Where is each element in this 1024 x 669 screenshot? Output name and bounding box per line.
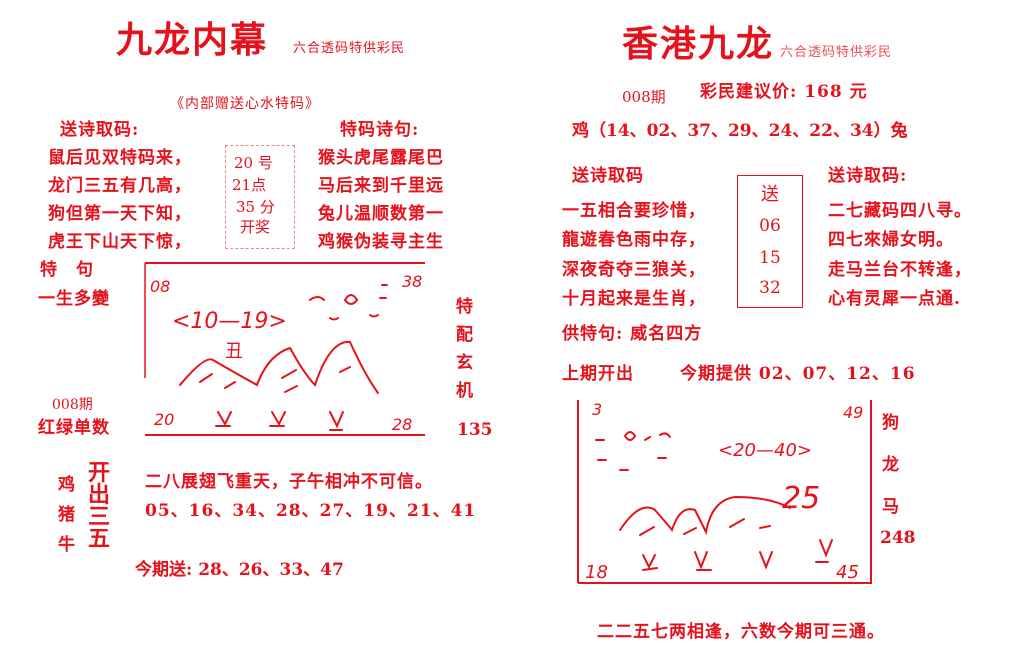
kaichu-char: 五	[88, 526, 111, 552]
kaichu-char: 开	[88, 460, 111, 486]
today-provide: 今期提供 02、07、12、16	[680, 364, 916, 384]
right-poem-line: 二七藏码四八寻。	[828, 201, 972, 221]
zodiac-char: 鸡	[58, 475, 76, 495]
zodiac-vertical: 鸡 猪 牛	[58, 470, 76, 560]
right-subtitle: 六合透码特供彩民	[780, 45, 893, 60]
mountain-drawing	[179, 340, 379, 394]
right-poem-line: 心有灵犀一点通.	[828, 289, 961, 309]
draw-time-box: 20 号 21点 35 分 开奖	[225, 145, 295, 249]
sketch-top-right: 49	[843, 403, 863, 422]
bottom-verse: 二二五七两相逢，六数今期可三通。	[597, 622, 885, 642]
hatching-drawing	[639, 518, 771, 536]
arrow-marks	[215, 411, 344, 431]
draw-time-line: 35 分	[236, 198, 275, 216]
sketch-bottom-left: 18	[585, 562, 608, 583]
left-numbers: 05、16、34、28、27、19、21、41	[145, 501, 477, 521]
te-ju-label: 特 句	[40, 260, 94, 280]
left-poem-header: 送诗取码:	[60, 120, 140, 140]
special-line: 猴头虎尾露尾巴	[318, 148, 444, 168]
zodiac-char: 猪	[58, 505, 76, 525]
draw-time-line: 开奖	[240, 218, 271, 236]
sketch-bottom-right: 28	[392, 415, 412, 434]
right-poem-line: 十月起来是生肖，	[562, 289, 706, 309]
sun-drawing	[309, 284, 388, 321]
right-issue: 008期	[622, 88, 666, 106]
send-box: 送 06 15 32	[737, 175, 803, 308]
left-today: 今期送: 28、26、33、47	[135, 560, 344, 580]
side-zodiac-char: 龙	[882, 455, 900, 475]
right-poem-line: 四七來婦女明。	[828, 230, 954, 250]
left-poem-line: 龙门三五有几高，	[48, 176, 192, 196]
sketch-top-left: 08	[150, 277, 170, 296]
sketch-range: <10—19>	[172, 309, 287, 334]
side-value: 248	[880, 528, 916, 548]
side-zodiac-char: 狗	[882, 413, 900, 433]
sketch-bottom-left: 20	[154, 410, 174, 429]
sun-drawing	[595, 431, 671, 471]
left-title: 九龙内幕	[116, 19, 269, 61]
right-poem-line: 一五相合要珍惜，	[562, 201, 706, 221]
tepei-char: 玄	[456, 353, 474, 373]
left-subtitle: 六合透码特供彩民	[293, 41, 406, 56]
side-zodiac-vertical: 狗 龙 马	[882, 402, 900, 528]
zodiac-char: 牛	[58, 535, 76, 555]
tepei-value: 135	[457, 420, 493, 440]
right-poem-line: 深夜奇夺三狼关，	[562, 260, 706, 280]
sketch-top-right: 38	[402, 272, 422, 291]
special-header: 特码诗句:	[340, 120, 420, 140]
wave-drawing	[619, 495, 791, 536]
tepei-char: 特	[456, 297, 474, 317]
send-box-line: 15	[759, 248, 781, 268]
sketch-big-number: 25	[782, 481, 820, 516]
sketch-bottom-right: 45	[836, 562, 859, 583]
left-poem-line: 虎王下山天下惊，	[48, 232, 192, 252]
gong-te-ju: 供特句: 威名四方	[562, 324, 703, 344]
tepei-char: 机	[456, 381, 474, 401]
te-ju-value: 一生多變	[38, 289, 110, 309]
left-poem-line: 鼠后见双特码来，	[48, 148, 192, 168]
sketch-range: <20—40>	[718, 440, 812, 461]
send-box-line: 送	[761, 184, 779, 205]
price: 彩民建议价: 168 元	[700, 82, 868, 102]
red-green-label: 红绿单数	[38, 418, 110, 438]
left-verse: 二八展翅飞重天，子午相冲不可信。	[145, 472, 433, 492]
numbers-line: 鸡（14、02、37、29、24、22、34）兔	[572, 121, 908, 141]
kaichu-char: 出	[88, 482, 111, 508]
tepei-vertical: 特 配 玄 机	[456, 293, 474, 405]
left-issue: 008期	[52, 397, 93, 413]
sketch-zodiac: 丑	[225, 341, 243, 362]
kaichu-vertical: 开 出 三 五	[88, 462, 110, 550]
left-inner-title: 《内部赠送心水特码》	[170, 96, 320, 112]
right-poem-header-right: 送诗取码:	[828, 166, 908, 186]
left-poem-line: 狗但第一天下知，	[48, 204, 192, 224]
special-line: 兔儿温顺数第一	[318, 204, 444, 224]
special-line: 鸡猴伪装寻主生	[318, 232, 444, 252]
draw-time-line: 20 号	[234, 154, 273, 172]
sketch-top-left: 3	[592, 400, 602, 419]
special-line: 马后来到千里远	[318, 176, 444, 196]
kaichu-char: 三	[88, 504, 111, 530]
right-poem-header-left: 送诗取码	[572, 166, 644, 186]
right-poem-line: 走马兰台不转逢，	[828, 260, 972, 280]
right-title: 香港九龙	[622, 23, 775, 65]
hatching-drawing	[199, 366, 351, 393]
tepei-char: 配	[456, 325, 474, 345]
last-open: 上期开出	[562, 364, 634, 384]
side-zodiac-char: 马	[882, 497, 900, 517]
send-box-line: 06	[759, 216, 781, 236]
arrow-marks	[642, 539, 833, 571]
send-box-line: 32	[759, 278, 781, 298]
right-poem-line: 龍遊春色雨中存，	[562, 230, 706, 250]
draw-time-line: 21点	[232, 176, 267, 194]
